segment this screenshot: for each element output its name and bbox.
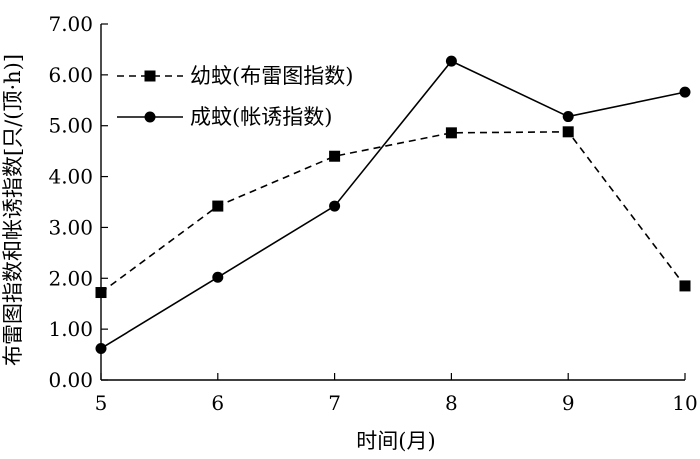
x-tick-label: 7 [328, 391, 341, 415]
data-point-square [95, 287, 107, 299]
y-tick-label: 7.00 [48, 12, 93, 36]
data-point-circle [445, 55, 457, 67]
legend-marker-circle [144, 111, 156, 123]
y-tick-label: 1.00 [48, 317, 93, 341]
data-point-circle [562, 111, 574, 123]
y-tick-label: 3.00 [48, 215, 93, 239]
y-tick-label: 6.00 [48, 63, 93, 87]
data-point-circle [679, 86, 691, 98]
x-tick-label: 6 [211, 391, 224, 415]
x-tick-label: 8 [445, 391, 458, 415]
legend: 幼蚊(布雷图指数) 成蚊(帐诱指数) [117, 64, 353, 129]
x-tick-label: 9 [562, 391, 575, 415]
data-point-circle [95, 342, 107, 354]
legend-label: 成蚊(帐诱指数) [190, 105, 332, 129]
y-tick-label: 5.00 [48, 114, 93, 138]
tick-marks [100, 23, 686, 381]
tick-labels: 0.00 1.00 2.00 3.00 4.00 5.00 6.00 7.00 5 6 7 8 9 10 [48, 12, 697, 415]
y-axis-title: 布雷图指数和帐诱指数[只/(顶·h)] [1, 54, 25, 366]
x-tick-label: 10 [672, 391, 697, 415]
y-tick-label: 0.00 [48, 368, 93, 392]
data-point-circle [329, 200, 341, 212]
data-point-square [329, 150, 341, 162]
x-axis-title: 时间(月) [356, 429, 435, 453]
y-tick-label: 2.00 [48, 266, 93, 290]
data-point-circle [212, 271, 224, 283]
series-line [100, 60, 686, 350]
series-group [95, 55, 691, 354]
series-line [100, 131, 686, 294]
data-point-square [445, 127, 457, 139]
data-point-square [212, 200, 224, 212]
data-point-square [562, 126, 574, 138]
data-point-square [679, 280, 691, 292]
x-tick-label: 5 [95, 391, 108, 415]
legend-label: 幼蚊(布雷图指数) [190, 64, 353, 88]
legend-marker-square [144, 70, 156, 82]
y-tick-label: 4.00 [48, 165, 93, 189]
axes [100, 24, 685, 381]
